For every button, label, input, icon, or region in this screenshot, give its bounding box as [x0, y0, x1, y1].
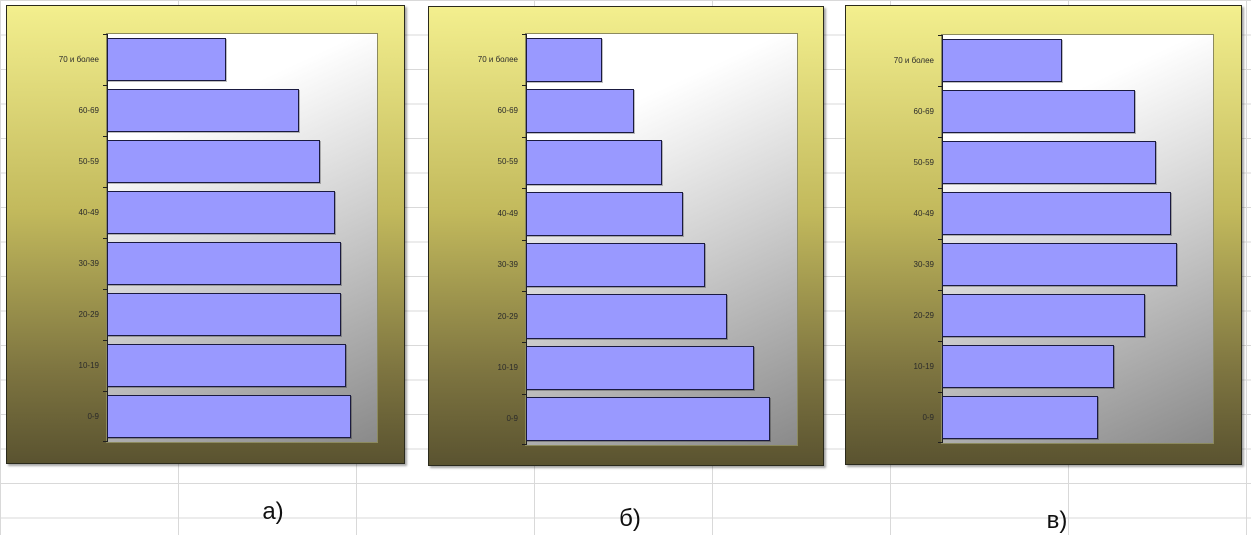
bar: [942, 140, 1156, 185]
y-tick: [522, 239, 526, 241]
y-tick: [103, 85, 107, 86]
y-tick-label: 60-69: [913, 106, 934, 116]
y-tick: [522, 444, 526, 445]
y-tick-label: 70 и более: [477, 54, 518, 64]
y-tick: [103, 187, 107, 188]
y-tick: [938, 341, 942, 342]
y-tick: [522, 188, 526, 190]
plot-area: 70 и более 60-69 50-59 40-49 30-39 20-29 10-19…: [894, 34, 1214, 444]
y-tick: [103, 289, 107, 290]
caption-a: а): [262, 498, 284, 525]
bar: [942, 344, 1114, 389]
y-tick-label: 70 и более: [58, 54, 99, 64]
y-tick-label: 30-39: [78, 258, 99, 268]
y-tick: [103, 238, 107, 239]
y-tick-label: 40-49: [497, 208, 518, 218]
caption-c: в): [1046, 507, 1068, 534]
y-tick: [522, 34, 526, 35]
y-tick: [522, 85, 526, 87]
y-tick: [938, 392, 942, 393]
bar: [526, 243, 705, 288]
bar: [526, 397, 770, 442]
bar: [107, 37, 227, 82]
y-tick: [938, 86, 942, 87]
chart-c: 70 и более 60-69 50-59 40-49 30-39 20-29 10-19…: [845, 5, 1242, 465]
chart-a: 70 и более 60-69 50-59 40-49 30-39 20-29 10-19…: [6, 5, 405, 464]
chart-b: 70 и более 60-69 50-59 40-49 30-39 20-29 10-19…: [428, 6, 824, 466]
y-tick: [103, 34, 107, 35]
plot-area: 70 и более 60-69 50-59 40-49 30-39 20-29 10-19…: [59, 33, 378, 443]
y-tick-label: 50-59: [913, 157, 934, 167]
bar: [942, 89, 1135, 134]
bar: [526, 345, 754, 391]
y-tick-label: 10-19: [913, 361, 934, 371]
y-tick: [103, 136, 107, 137]
y-tick-label: 50-59: [78, 156, 99, 166]
y-tick: [938, 442, 942, 443]
y-tick: [103, 340, 107, 341]
y-tick: [522, 393, 526, 395]
bar: [526, 191, 684, 236]
y-tick-label: 0-9: [87, 411, 99, 421]
bar: [107, 292, 341, 337]
bar: [107, 394, 352, 439]
y-tick-label: 0-9: [506, 414, 518, 424]
bar: [942, 38, 1062, 83]
y-tick: [938, 137, 942, 138]
y-tick-label: 70 и более: [893, 55, 934, 65]
y-axis: [942, 35, 943, 443]
y-tick-label: 20-29: [78, 309, 99, 319]
y-tick: [938, 290, 942, 291]
bar: [942, 395, 1099, 440]
bar: [107, 343, 346, 388]
caption-b: б): [619, 505, 641, 532]
y-axis: [107, 34, 108, 442]
plot-area: 70 и более 60-69 50-59 40-49 30-39 20-29 10-19…: [478, 33, 798, 446]
bar: [107, 88, 300, 133]
bar: [942, 191, 1172, 236]
y-tick: [522, 290, 526, 292]
y-tick-label: 40-49: [913, 208, 934, 218]
y-tick-label: 60-69: [78, 105, 99, 115]
y-tick-label: 60-69: [497, 106, 518, 116]
bar: [942, 242, 1177, 287]
y-tick-label: 20-29: [913, 310, 934, 320]
bar: [942, 293, 1146, 338]
bar: [526, 140, 662, 185]
y-tick-label: 30-39: [913, 259, 934, 269]
y-axis: [526, 34, 527, 445]
bar: [526, 88, 635, 134]
bar: [107, 139, 320, 184]
y-tick-label: 50-59: [497, 157, 518, 167]
y-tick: [938, 188, 942, 189]
bar: [107, 241, 341, 286]
bar: [526, 294, 727, 339]
y-tick-label: 0-9: [922, 412, 934, 422]
y-tick-label: 40-49: [78, 207, 99, 217]
y-tick-label: 10-19: [497, 362, 518, 372]
bar: [107, 190, 336, 235]
y-tick: [938, 239, 942, 240]
y-tick-label: 30-39: [497, 260, 518, 270]
y-tick: [938, 35, 942, 36]
y-tick: [522, 136, 526, 138]
y-tick: [522, 342, 526, 344]
bar: [526, 37, 602, 82]
y-tick-label: 10-19: [78, 360, 99, 370]
y-tick: [103, 441, 107, 442]
y-tick-label: 20-29: [497, 311, 518, 321]
y-tick: [103, 391, 107, 392]
